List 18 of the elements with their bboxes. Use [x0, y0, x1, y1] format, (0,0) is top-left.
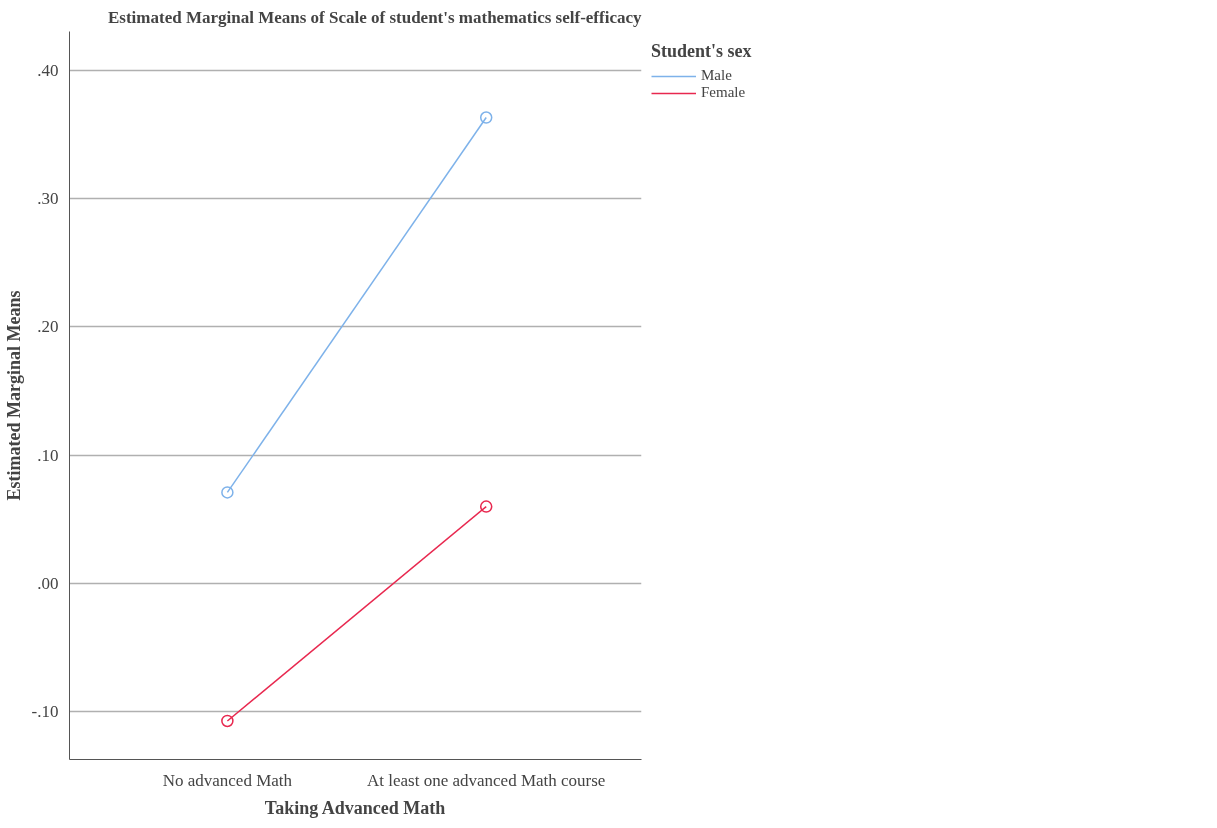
point — [479, 500, 493, 513]
x-tick-label: At least one advanced Math course — [367, 770, 606, 790]
y-tick-label: .00 — [37, 574, 59, 594]
point — [221, 486, 234, 499]
point — [221, 714, 234, 728]
y-axis-title: Estimated Marginal Means — [3, 290, 24, 501]
y-tick-label: .40 — [37, 60, 59, 80]
y-tick-label: .10 — [37, 445, 59, 465]
legend-label: Female — [701, 84, 746, 101]
x-tick-label: No advanced Math — [162, 770, 293, 790]
chart-title: Estimated Marginal Means of Scale of student's mathematics self-efficacy — [107, 7, 642, 27]
legend-title: Student's sex — [651, 41, 752, 62]
y-tick-label: .30 — [37, 188, 59, 208]
point — [479, 111, 493, 124]
y-tick-label: -.10 — [31, 702, 59, 722]
y-tick-label: .20 — [37, 317, 59, 337]
legend-label: Male — [701, 67, 732, 84]
x-axis-title: Taking Advanced Math — [264, 797, 446, 818]
